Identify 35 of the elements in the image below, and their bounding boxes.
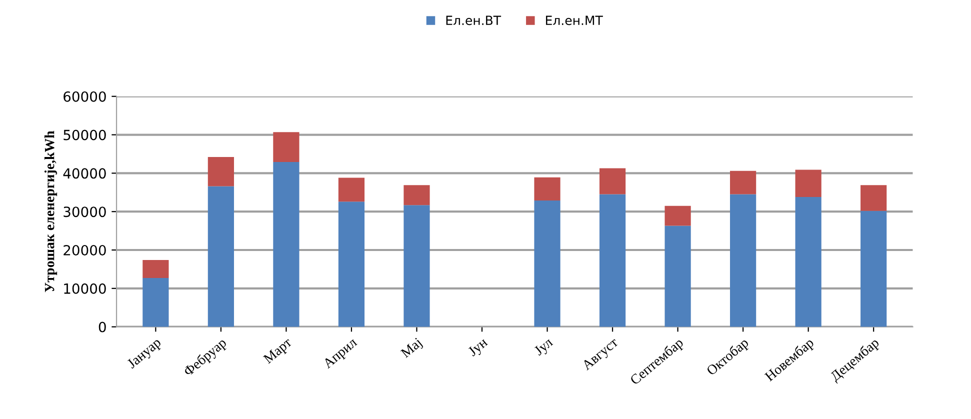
y-tick-label: 20000 [64, 244, 106, 256]
y-tick-label: 40000 [63, 168, 106, 179]
bar [730, 194, 756, 327]
bar [730, 170, 756, 194]
x-tick-label: Јул [534, 337, 556, 358]
bar [599, 194, 626, 327]
x-tick-label: Јун [467, 337, 490, 359]
bar [338, 178, 365, 202]
bar [534, 200, 560, 327]
bar [795, 170, 822, 197]
bar [860, 185, 887, 211]
bar [273, 132, 300, 162]
bar [534, 177, 560, 200]
bar [664, 206, 691, 226]
y-tick-label: 0 [98, 322, 106, 332]
y-tick-label: 60000 [64, 91, 106, 102]
bar [208, 186, 234, 327]
bar [599, 168, 626, 194]
x-tick-label: Мај [400, 338, 424, 360]
bar [795, 197, 822, 327]
y-tick-label: 10000 [64, 283, 106, 294]
bar [273, 162, 300, 327]
y-tick-label: 30000 [64, 206, 106, 218]
bar [142, 260, 169, 278]
bar [142, 278, 169, 327]
bar [664, 226, 691, 327]
bar [404, 185, 430, 206]
bar [338, 202, 365, 327]
legend-label: Ел.ен.ВТ [446, 16, 502, 26]
legend-label: Ел.ен.МТ [546, 16, 603, 26]
y-tick-label: 50000 [64, 130, 106, 140]
bar [208, 157, 234, 186]
y-axis-title: Утрошак еленергије,kWh [44, 130, 58, 292]
bar [860, 210, 887, 327]
bar [404, 205, 430, 327]
